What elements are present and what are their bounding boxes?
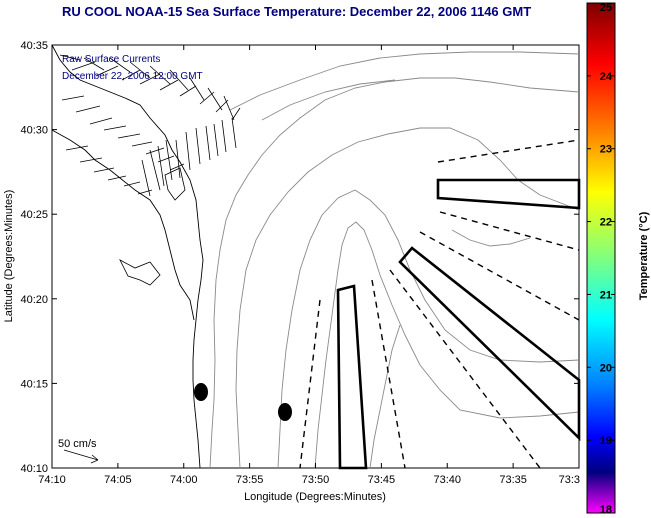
bay-outline: [119, 167, 186, 286]
y-tick-label: 40:30: [20, 125, 48, 137]
plot-frame: [51, 44, 580, 469]
y-tick-label: 40:20: [20, 294, 48, 306]
radar-beam-polygons: [336, 178, 581, 470]
colorbar-tick-label: 22: [600, 217, 612, 229]
colorbar-ticks: 25 24 23 22 21 20 19 18: [587, 2, 615, 516]
x-axis-label: Longitude (Degrees:Minutes): [244, 491, 386, 503]
overlay-line-1: Raw Surface Currents: [62, 54, 160, 65]
station-marker: [278, 403, 292, 421]
colorbar-tick-label: 21: [600, 289, 612, 301]
bathymetry-contours: [209, 51, 580, 469]
y-tick-label: 40:15: [20, 378, 48, 390]
colorbar-tick-label: 18: [600, 504, 612, 516]
x-tick-label: 74:00: [170, 474, 198, 486]
colorbar-label: Temperature (°C): [638, 211, 650, 300]
colorbar-tick-label: 25: [600, 2, 612, 14]
colorbar-tick-label: 20: [600, 362, 612, 374]
x-tick-label: 73:45: [368, 474, 396, 486]
x-tick-label: 73:40: [433, 474, 461, 486]
x-tick-label: 73:35: [499, 474, 527, 486]
colorbar-tick-label: 23: [600, 144, 612, 156]
title-text: RU COOL NOAA-15 Sea Surface Temperature:…: [62, 4, 532, 19]
chart-title: RU COOL NOAA-15 Sea Surface Temperature:…: [0, 4, 651, 24]
colorbar-tick-label: 24: [600, 71, 613, 83]
colorbar-tick-label: 19: [600, 435, 612, 447]
overlay-line-2: December 22, 2006 12:00 GMT: [62, 71, 203, 82]
y-axis-label: Latitude (Degrees:Minutes): [3, 190, 15, 323]
current-vectors: [59, 54, 241, 464]
x-tick-label: 73:3: [559, 474, 580, 486]
y-axis-ticks: 40:35 40:30 40:25 40:20 40:15 40:10: [20, 40, 579, 475]
x-tick-label: 74:05: [104, 474, 132, 486]
y-tick-label: 40:25: [20, 209, 48, 221]
x-tick-label: 73:55: [236, 474, 264, 486]
station-marker: [194, 383, 208, 401]
scale-label: 50 cm/s: [58, 438, 97, 450]
x-tick-label: 73:50: [302, 474, 330, 486]
scale-arrow: [63, 449, 99, 464]
y-tick-label: 40:35: [20, 40, 48, 52]
x-axis-ticks: 74:10 74:05 74:00 73:55 73:50 73:45 73:40 73:35…: [38, 45, 580, 486]
radar-dashed-lines: [299, 139, 580, 469]
coastline: [51, 44, 204, 469]
x-tick-label: 74:10: [38, 474, 66, 486]
colorbar: [586, 2, 616, 514]
y-tick-label: 40:10: [20, 463, 48, 475]
